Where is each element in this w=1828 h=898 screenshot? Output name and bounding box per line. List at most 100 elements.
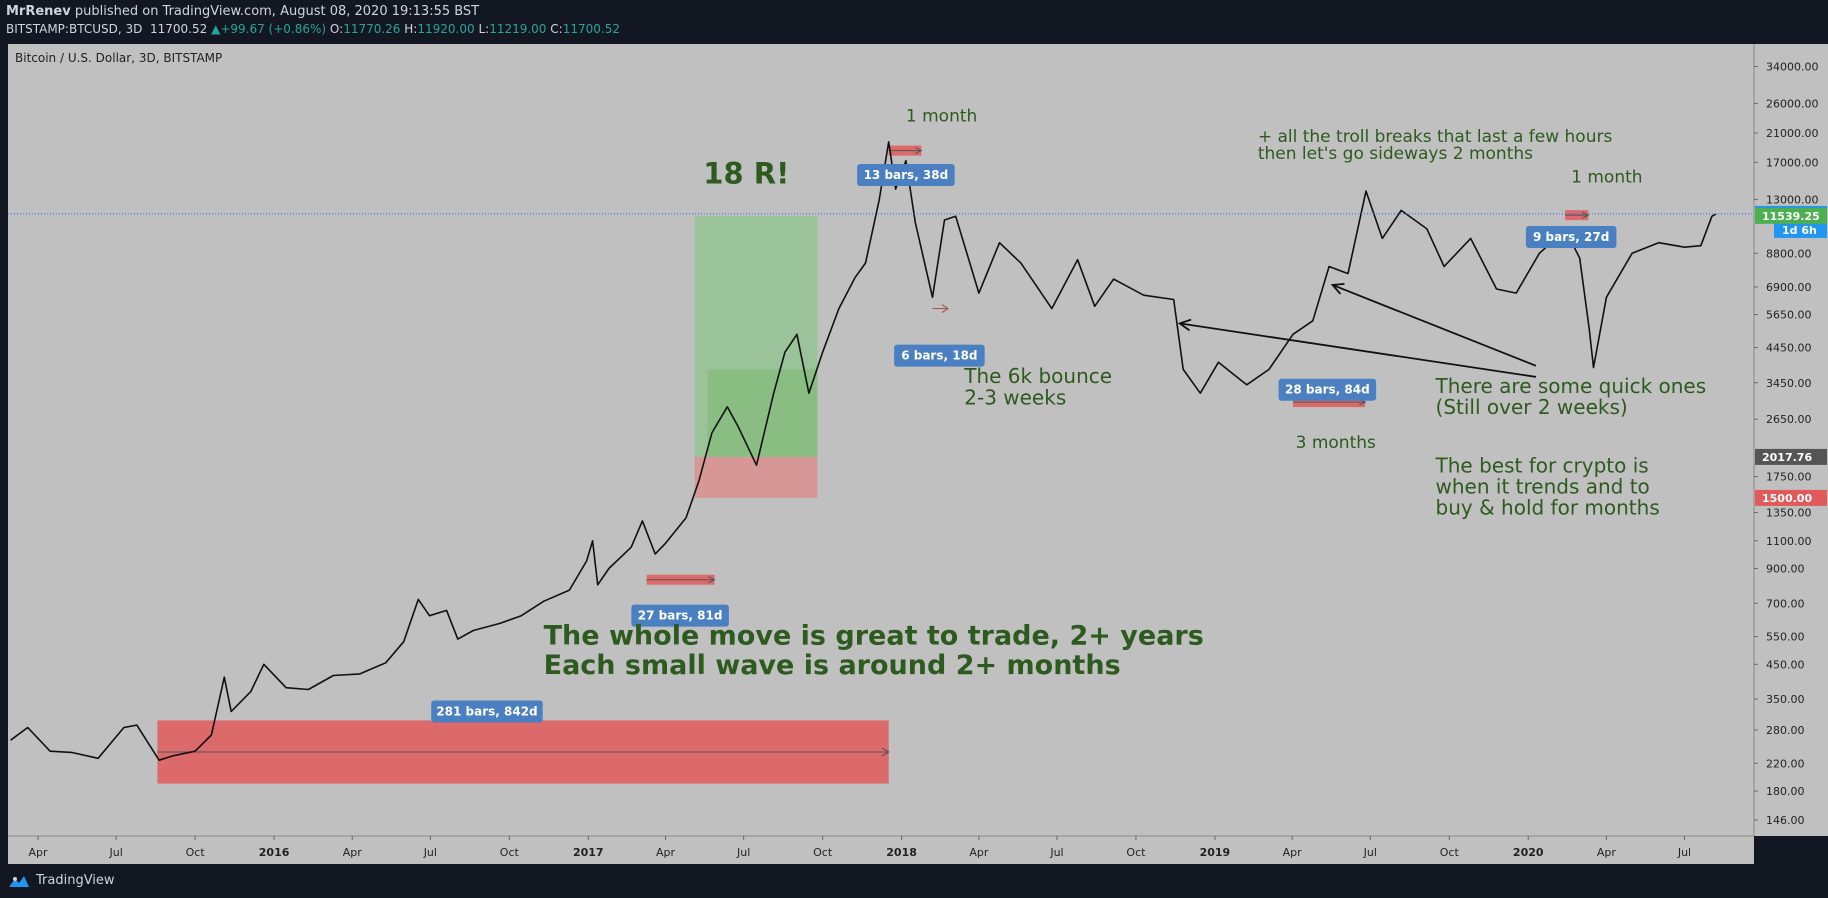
date-range-arrow-icon [1582, 211, 1590, 219]
range-label-bg [431, 700, 543, 723]
time-tick-label: Jul [1049, 846, 1063, 859]
time-tick-label: Apr [969, 846, 989, 859]
price-tick-label: 1350.00 [1766, 506, 1812, 519]
price-level-badge-bg [1755, 448, 1827, 465]
trend-arrowhead-icon [1177, 318, 1192, 332]
low-label: L: [478, 22, 490, 36]
high-value: 11920.00 [417, 22, 475, 36]
time-tick-label: 2018 [886, 846, 917, 859]
price-tick-label: 6900.00 [1766, 281, 1812, 294]
annotation-text: The whole move is great to trade, 2+ yea… [544, 620, 1204, 651]
time-tick-label: Oct [813, 846, 833, 859]
range-label-bg [857, 164, 955, 187]
date-range-arrow-icon [708, 576, 716, 584]
annotation-text: 18 R! [703, 156, 789, 190]
time-tick-label: 2020 [1513, 846, 1544, 859]
price-change: +99.67 (+0.86%) [220, 22, 327, 36]
countdown-badge-bg [1774, 222, 1827, 238]
time-tick-label: Oct [1126, 846, 1146, 859]
trend-arrow-line [1179, 322, 1537, 378]
bar-countdown: 1d 6h [1782, 224, 1817, 237]
date-range-arrow-icon [941, 304, 949, 314]
annotation-text: (Still over 2 weeks) [1436, 395, 1628, 419]
price-tick-label: 180.00 [1766, 785, 1805, 798]
price-tick-label: 5650.00 [1766, 309, 1812, 322]
range-label: 13 bars, 38d [864, 168, 949, 182]
price-tick-label: 4450.00 [1766, 342, 1812, 355]
annotation-text: when it trends and to [1436, 474, 1650, 498]
price-tick-label: 220.00 [1766, 757, 1805, 770]
price-tick-label: 146.00 [1766, 814, 1805, 827]
price-tick-label: 8800.00 [1766, 247, 1812, 260]
price-level-badge: 2017.76 [1762, 451, 1812, 464]
time-tick-label: Jul [736, 846, 750, 859]
chart-area[interactable]: Bitcoin / U.S. Dollar, 3D, BITSTAMP 146.0… [0, 44, 1828, 864]
price-level-badge: 11539.25 [1762, 210, 1820, 223]
range-label-bg [894, 344, 985, 367]
trend-arrowhead-icon [1330, 282, 1345, 295]
price-axis-bg [1754, 44, 1828, 836]
chart-header: MrRenev published on TradingView.com, Au… [0, 0, 1828, 44]
high-label: H: [404, 22, 418, 36]
time-tick-label: Apr [29, 846, 49, 859]
time-tick-label: Apr [1597, 846, 1617, 859]
price-level-badge-bg [1755, 207, 1827, 224]
price-series-line [10, 141, 1717, 761]
price-tick-label: 900.00 [1766, 563, 1805, 576]
time-tick-label: 2016 [259, 846, 290, 859]
time-tick-label: Jul [109, 846, 123, 859]
publish-line: MrRenev published on TradingView.com, Au… [6, 4, 479, 19]
time-axis-bg [8, 836, 1754, 864]
time-tick-label: Jul [1363, 846, 1377, 859]
annotation-text: 1 month [906, 107, 977, 127]
up-arrow-icon: ▲ [211, 22, 221, 36]
trend-arrow-line [1332, 284, 1537, 367]
price-tick-label: 13000.00 [1766, 193, 1819, 206]
price-tick-label: 34000.00 [1766, 60, 1819, 73]
annotation-text: buy & hold for months [1436, 496, 1660, 520]
symbol-label[interactable]: BITSTAMP:BTCUSD, 3D [6, 22, 143, 36]
price-tick-label: 1750.00 [1766, 471, 1812, 484]
open-value: 11770.26 [343, 22, 401, 36]
price-tick-label: 2650.00 [1766, 413, 1812, 426]
range-label: 281 bars, 842d [436, 704, 537, 718]
range-label-bg [631, 604, 729, 627]
brand-name: TradingView [36, 873, 115, 888]
range-label: 6 bars, 18d [901, 349, 977, 363]
range-label-bg [1525, 226, 1617, 249]
time-tick-label: Jul [423, 846, 437, 859]
chart-footer: TradingView [0, 864, 1828, 898]
author-name[interactable]: MrRenev [6, 4, 71, 19]
publish-info: published on TradingView.com, August 08,… [74, 4, 480, 19]
price-tick-label: 21000.00 [1766, 127, 1819, 140]
price-tick-label: 26000.00 [1766, 98, 1819, 111]
range-label-bg [1278, 378, 1377, 401]
price-tick-label: 550.00 [1766, 631, 1805, 644]
annotation-text: then let's go sideways 2 months [1258, 144, 1533, 164]
time-tick-label: Oct [1440, 846, 1460, 859]
annotation-text: The best for crypto is [1435, 454, 1649, 478]
annotation-text: 3 months [1296, 433, 1376, 453]
price-tick-label: 450.00 [1766, 658, 1805, 671]
time-tick-label: 2017 [573, 846, 604, 859]
date-range-arrow-icon [881, 747, 890, 757]
annotation-text: 2-3 weeks [964, 385, 1066, 409]
annotation-text: + all the troll breaks that last a few h… [1258, 127, 1613, 147]
price-level-badge: 1500.00 [1762, 492, 1812, 505]
tradingview-brand[interactable]: TradingView [8, 873, 115, 888]
price-tick-label: 17000.00 [1766, 156, 1819, 169]
time-tick-label: Apr [656, 846, 676, 859]
price-tick-label: 3450.00 [1766, 377, 1812, 390]
time-tick-label: Apr [343, 846, 363, 859]
annotation-text: Each small wave is around 2+ months [544, 650, 1121, 681]
annotation-text: There are some quick ones [1435, 374, 1707, 398]
time-tick-label: Oct [500, 846, 520, 859]
date-range-arrow-icon [915, 147, 923, 155]
annotation-text: 1 month [1571, 167, 1642, 187]
tradingview-logo-icon [9, 875, 29, 887]
range-label: 28 bars, 84d [1285, 383, 1370, 397]
open-label: O: [329, 22, 344, 36]
ohlc-line: BITSTAMP:BTCUSD, 3D 11700.52 ▲+99.67 (+0… [6, 22, 620, 36]
price-chart[interactable]: Bitcoin / U.S. Dollar, 3D, BITSTAMP 146.0… [0, 44, 1828, 864]
close-label: C: [550, 22, 563, 36]
